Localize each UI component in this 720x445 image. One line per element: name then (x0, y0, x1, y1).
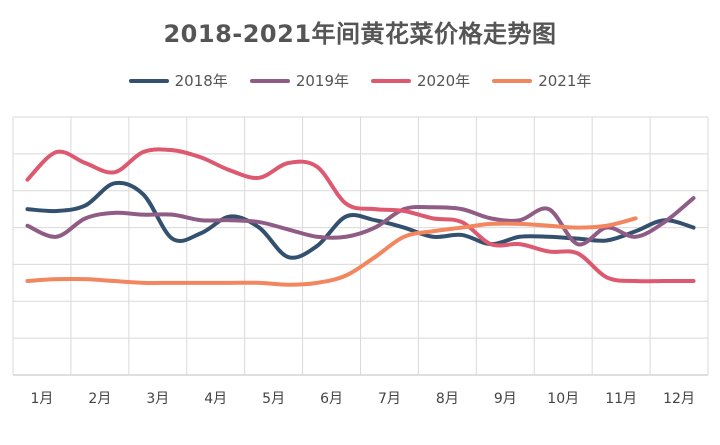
x-tick-label: 10月 (547, 391, 579, 407)
x-tick-label: 8月 (436, 391, 459, 407)
legend-swatch-2021 (492, 78, 533, 83)
x-tick-label: 7月 (378, 391, 401, 407)
chart-legend: 2018年 2019年 2020年 2021年 (0, 70, 720, 91)
legend-swatch-2020 (371, 78, 411, 83)
legend-swatch-2019 (249, 78, 290, 83)
legend-item-2018[interactable]: 2018年 (128, 70, 228, 91)
chart-grid (12, 116, 709, 376)
series-line-2018[interactable] (25, 180, 696, 260)
x-tick-label: 2月 (88, 391, 111, 407)
legend-swatch-2018 (128, 78, 169, 83)
chart-title: 2018-2021年间黄花菜价格走势图 (163, 20, 557, 48)
x-tick-label: 9月 (494, 391, 517, 407)
x-axis-tick-labels: 1月 2月 3月 4月 5月 6月 7月 8月 9月 10月 11月 12月 (30, 391, 694, 407)
legend-item-2020[interactable]: 2020年 (371, 70, 470, 91)
x-tick-label: 11月 (605, 391, 637, 407)
x-tick-label: 6月 (320, 391, 343, 407)
legend-item-2021[interactable]: 2021年 (492, 70, 591, 91)
legend-item-2019[interactable]: 2019年 (249, 70, 349, 91)
legend-label-2020: 2020年 (417, 72, 471, 90)
series-line-2020[interactable] (25, 147, 696, 284)
x-tick-label: 4月 (204, 391, 227, 407)
x-tick-label: 3月 (146, 391, 169, 407)
legend-label-2021: 2021年 (538, 72, 592, 90)
x-tick-label: 5月 (262, 391, 285, 407)
series-line-2019[interactable] (25, 196, 696, 247)
series-line-2021[interactable] (25, 216, 638, 287)
legend-label-2019: 2019年 (295, 72, 349, 90)
legend-label-2018: 2018年 (174, 72, 228, 90)
x-tick-label: 12月 (663, 391, 695, 407)
chart-series-lines (25, 147, 696, 287)
x-tick-label: 1月 (30, 391, 53, 407)
